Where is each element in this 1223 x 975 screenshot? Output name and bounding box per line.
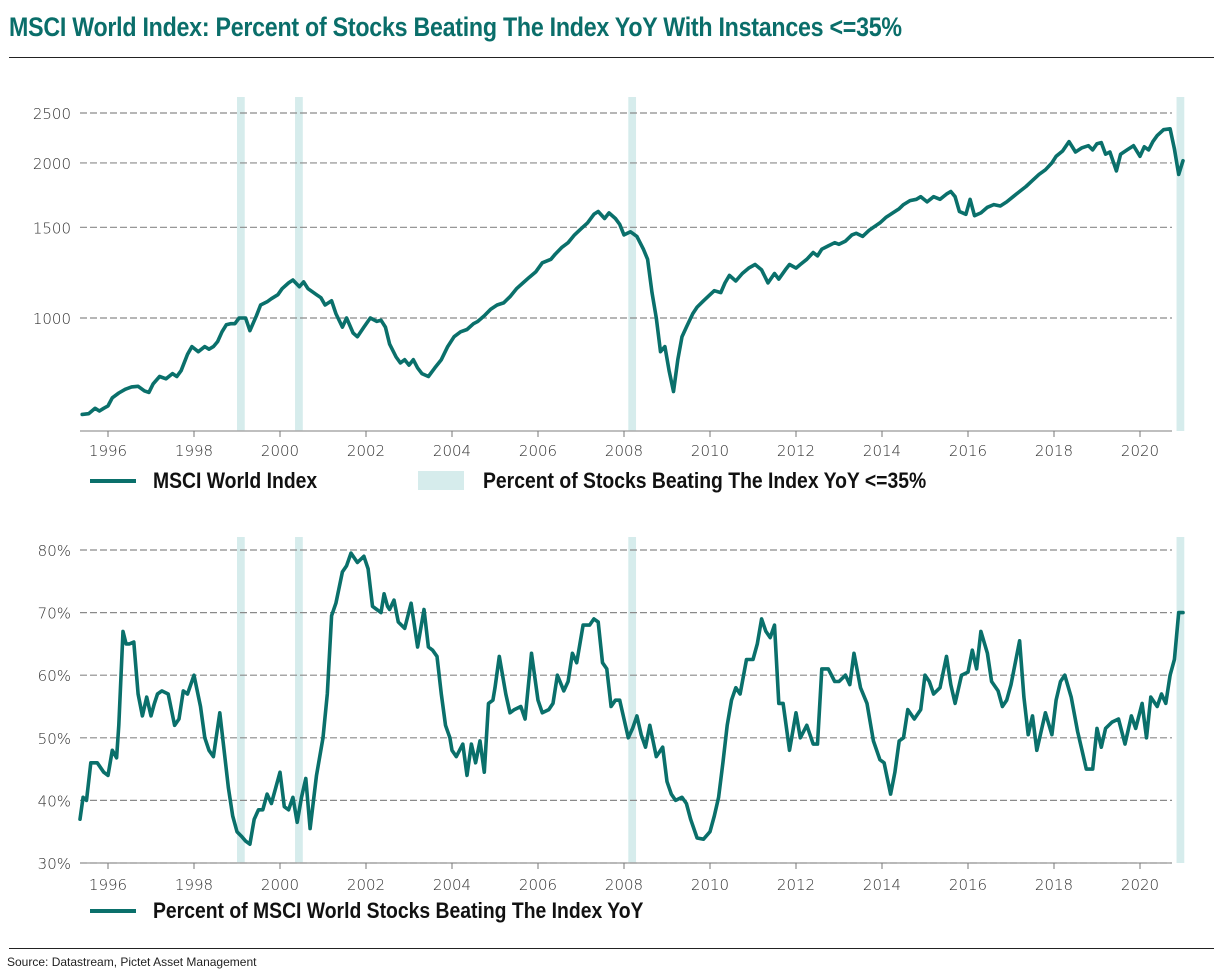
- x-tick-label: 2016: [949, 442, 987, 460]
- legend-label: Percent of MSCI World Stocks Beating The…: [153, 899, 644, 923]
- y-tick-label: 2500: [33, 105, 71, 123]
- shaded-band: [1176, 97, 1185, 431]
- x-tick-label: 2016: [949, 876, 987, 894]
- y-tick-label: 60%: [38, 667, 71, 685]
- y-tick-label: 1500: [33, 219, 71, 237]
- x-tick-label: 2006: [519, 876, 557, 894]
- shaded-band: [1176, 537, 1185, 863]
- x-tick-label: 2002: [347, 876, 385, 894]
- x-tick-label: 2014: [863, 876, 901, 894]
- legend-label: Percent of Stocks Beating The Index YoY …: [483, 469, 926, 493]
- y-tick-label: 2000: [33, 155, 71, 173]
- x-tick-label: 2004: [433, 876, 471, 894]
- y-tick-label: 70%: [38, 605, 71, 623]
- shaded-band: [295, 537, 303, 863]
- y-tick-label: 1000: [33, 310, 71, 328]
- legend-band-swatch: [418, 471, 464, 490]
- x-tick-label: 1998: [175, 442, 213, 460]
- x-tick-label: 1996: [89, 876, 127, 894]
- chart-title: MSCI World Index: Percent of Stocks Beat…: [9, 12, 902, 42]
- series-line: [80, 127, 1185, 417]
- shaded-band: [295, 97, 303, 431]
- x-tick-label: 1998: [175, 876, 213, 894]
- msci-index-chart: 1000 1500 2000 2500 1996 1998 2000 2002 2004 2006…: [33, 97, 1185, 493]
- shaded-band: [628, 537, 637, 863]
- legend-line-swatch: [90, 909, 136, 913]
- x-tick-label: 2006: [519, 442, 557, 460]
- y-tick-label: 50%: [38, 730, 71, 748]
- series-line: [78, 551, 1185, 846]
- x-tick-label: 2020: [1121, 876, 1159, 894]
- source-note: Source: Datastream, Pictet Asset Managem…: [7, 955, 257, 969]
- y-tick-label: 80%: [38, 542, 71, 560]
- y-tick-label: 40%: [38, 792, 71, 810]
- x-tick-label: 2004: [433, 442, 471, 460]
- x-tick-label: 2000: [261, 442, 299, 460]
- x-tick-label: 2010: [691, 442, 729, 460]
- shaded-band: [237, 537, 245, 863]
- x-tick-label: 2000: [261, 876, 299, 894]
- shaded-band: [237, 97, 245, 431]
- x-tick-label: 2008: [605, 876, 643, 894]
- x-tick-label: 2018: [1035, 876, 1073, 894]
- x-tick-label: 2018: [1035, 442, 1073, 460]
- x-tick-label: 2012: [777, 442, 815, 460]
- x-tick-label: 2008: [605, 442, 643, 460]
- x-tick-label: 1996: [89, 442, 127, 460]
- y-tick-label: 30%: [38, 855, 71, 873]
- x-tick-label: 2012: [777, 876, 815, 894]
- x-tick-label: 2010: [691, 876, 729, 894]
- shaded-band: [628, 97, 637, 431]
- legend-line-swatch: [90, 479, 136, 483]
- title-divider: [9, 57, 1214, 58]
- x-tick-label: 2002: [347, 442, 385, 460]
- x-tick-label: 2020: [1121, 442, 1159, 460]
- legend-label: MSCI World Index: [153, 469, 318, 493]
- footer-divider: [9, 948, 1214, 949]
- x-tick-label: 2014: [863, 442, 901, 460]
